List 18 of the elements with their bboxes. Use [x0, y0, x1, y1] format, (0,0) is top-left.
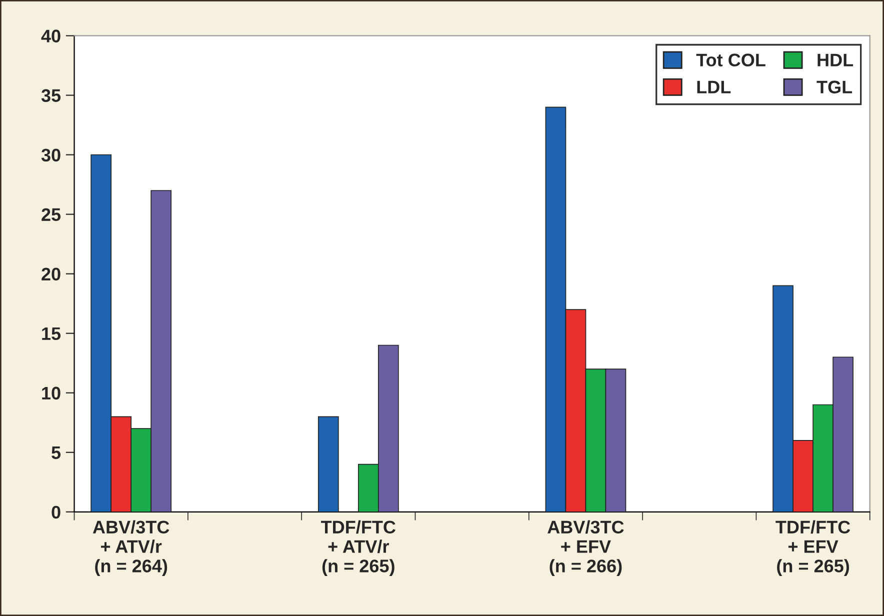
- x-tick-label: TDF/FTC + ATV/r (n = 265): [321, 520, 396, 576]
- y-tick-label: 35: [41, 89, 61, 102]
- y-tick-label: 20: [42, 268, 60, 281]
- y-tick-label: 15: [42, 327, 61, 340]
- y-tick-label: 40: [41, 30, 60, 42]
- legend-label: Tot COL: [696, 54, 766, 66]
- legend-label: LDL: [697, 80, 731, 94]
- legend-label: HDL: [818, 54, 854, 66]
- y-tick-label: 5: [52, 446, 61, 460]
- x-tick-label: ABV/3TC + EFV (n = 266): [548, 520, 624, 576]
- y-tick-label: 10: [42, 386, 60, 400]
- y-tick-label: 25: [42, 208, 61, 222]
- x-tick-label: TDF/FTC + EFV (n = 265): [776, 520, 850, 576]
- y-tick-label: 0: [52, 506, 60, 519]
- legend-label: TGL: [816, 80, 852, 94]
- bar: [318, 416, 339, 512]
- y-tick-label: 30: [41, 148, 60, 162]
- x-tick-label: ABV/3TC + ATV/r (n = 264): [92, 520, 170, 576]
